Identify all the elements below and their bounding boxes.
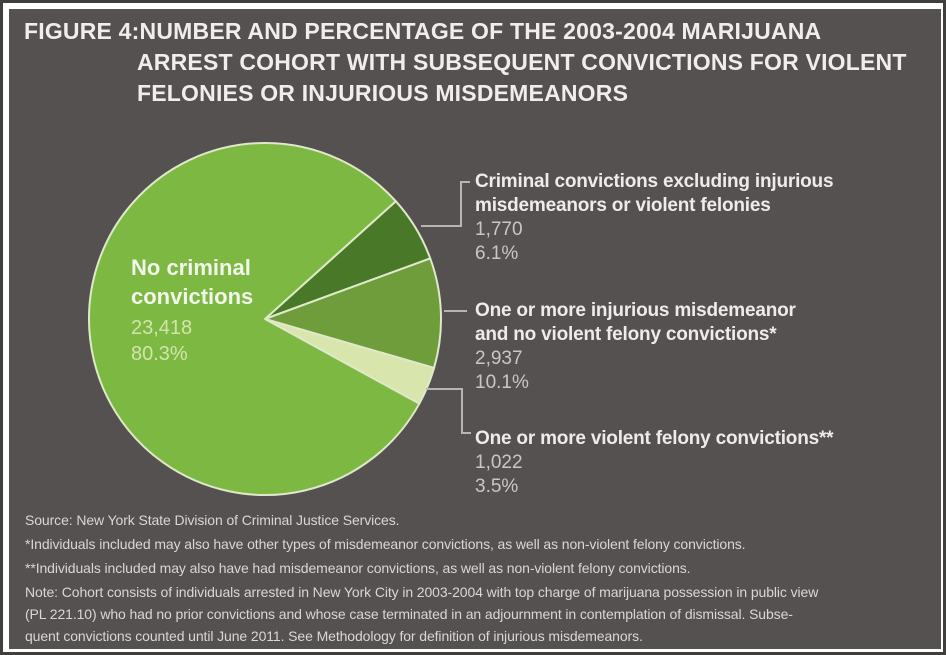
figure-title: FIGURE 4:NUMBER AND PERCENTAGE OF THE 20… (24, 16, 907, 109)
figure-title-line-1: FIGURE 4:NUMBER AND PERCENTAGE OF THE 20… (24, 16, 907, 47)
callout-percent: 10.1% (475, 372, 529, 393)
figure-number-label: FIGURE 4: (24, 18, 140, 44)
callout-criminal-convictions: Criminal convictions excluding injurious… (475, 170, 834, 266)
methodology-note: Note: Cohort consists of individuals arr… (25, 581, 929, 647)
callout-injurious-misdemeanor: One or more injurious misdemeanor and no… (475, 299, 796, 395)
figure-title-text-1: NUMBER AND PERCENTAGE OF THE 2003-2004 M… (139, 18, 822, 44)
figure-title-text-3: FELONIES OR INJURIOUS MISDEMEANORS (137, 80, 629, 106)
callout-violent-felony: One or more violent felony convictions**… (475, 427, 834, 499)
methodology-note-line-3: quent convictions counted until June 201… (25, 628, 643, 644)
source-note: Source: New York State Division of Crimi… (25, 512, 400, 528)
methodology-note-line-1: Note: Cohort consists of individuals arr… (25, 584, 819, 600)
footnote-double-asterisk: **Individuals included may also have had… (25, 560, 691, 576)
callout-name-line: Criminal convictions excluding injurious (475, 171, 834, 192)
callout-name-line: misdemeanors or violent felonies (475, 195, 771, 216)
callout-percent: 6.1% (475, 243, 519, 264)
callout-name-line: One or more violent felony convictions** (475, 428, 834, 449)
callout-percent: 3.5% (475, 476, 519, 497)
callout-value: 1,022 (475, 452, 523, 473)
pie-chart (88, 142, 442, 496)
footnote-single-asterisk: *Individuals included may also have othe… (25, 536, 746, 552)
callout-value: 1,770 (475, 219, 523, 240)
methodology-note-line-2: (PL 221.10) who had no prior convictions… (25, 606, 793, 622)
callout-name-line: One or more injurious misdemeanor (475, 300, 796, 321)
pie-slice-0 (88, 142, 421, 496)
pie-slice-2 (264, 257, 442, 369)
callout-value: 2,937 (475, 348, 523, 369)
figure-title-text-2: ARREST COHORT WITH SUBSEQUENT CONVICTION… (137, 49, 907, 75)
callout-name-line: and no violent felony convictions* (475, 324, 777, 345)
